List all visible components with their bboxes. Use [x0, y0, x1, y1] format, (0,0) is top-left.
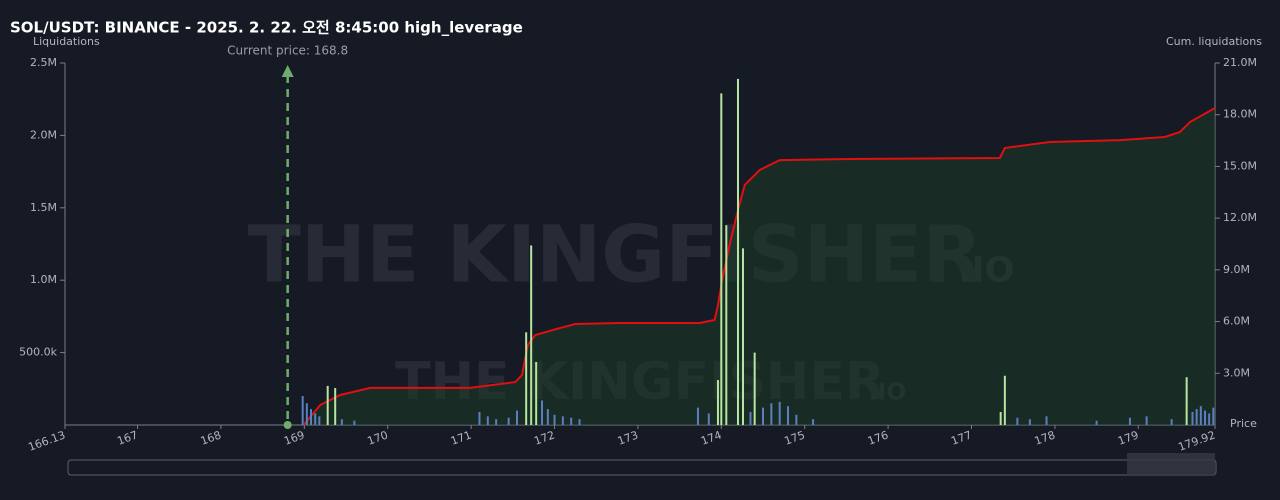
- liquidation-bar: [353, 420, 356, 425]
- y2-tick-label: 6.0M: [1223, 315, 1250, 328]
- scrollbar-handle[interactable]: [1127, 453, 1215, 476]
- liquidation-bar: [305, 403, 308, 425]
- liquidation-bar: [334, 388, 337, 425]
- liquidation-bar: [525, 332, 528, 425]
- liquidation-bar: [314, 413, 317, 425]
- y2-tick-label: 18.0M: [1223, 108, 1257, 121]
- y-tick-label: 500.0k: [19, 346, 57, 359]
- liquidation-bar: [1208, 413, 1211, 425]
- liquidation-bar: [486, 416, 489, 425]
- liquidation-bar: [1212, 407, 1215, 425]
- liquidation-bar: [1003, 375, 1006, 425]
- liquidation-bar: [1199, 406, 1202, 425]
- liquidation-bar: [340, 419, 343, 425]
- liquidation-bar: [507, 417, 510, 425]
- y-tick-label: 1.5M: [30, 201, 57, 214]
- liquidation-bar: [753, 352, 756, 425]
- liquidation-bar: [1170, 419, 1173, 425]
- current-price-arrow: [281, 65, 294, 77]
- liquidation-bar: [741, 248, 744, 425]
- y2-tick-label: 21.0M: [1223, 56, 1257, 69]
- liquidation-bar: [1145, 416, 1148, 425]
- chart-title: SOL/USDT: BINANCE - 2025. 2. 22. 오전 8:45…: [10, 19, 523, 37]
- y2-tick-label: 15.0M: [1223, 159, 1257, 172]
- x-axis-title: Price: [1230, 417, 1257, 430]
- liquidation-bar: [787, 406, 790, 425]
- liquidation-bar: [1028, 419, 1031, 425]
- y2-tick-label: 12.0M: [1223, 211, 1257, 224]
- liquidation-bar: [326, 385, 329, 425]
- liquidation-bar: [999, 411, 1002, 425]
- liquidation-bar: [1195, 409, 1198, 425]
- liquidation-bar: [812, 419, 815, 425]
- liquidation-bar: [310, 409, 313, 425]
- liquidation-bar: [1095, 420, 1098, 425]
- liquidation-bar: [578, 419, 581, 425]
- liquidation-bar: [1185, 377, 1188, 425]
- y-tick-label: 2.0M: [30, 128, 57, 141]
- y2-tick-label: 3.0M: [1223, 366, 1250, 379]
- liquidation-bar: [1191, 411, 1194, 425]
- y-tick-label: 2.5M: [30, 56, 57, 69]
- liquidation-bar: [541, 400, 544, 425]
- liquidation-bar: [1045, 416, 1048, 425]
- y-axis-title: Liquidations: [33, 35, 100, 48]
- liquidation-bar: [561, 416, 564, 425]
- liquidation-bar: [535, 362, 538, 425]
- liquidation-bar: [716, 380, 719, 425]
- liquidation-bar: [762, 407, 765, 425]
- y2-axis-title: Cum. liquidations: [1166, 35, 1262, 48]
- liquidation-bar: [795, 414, 798, 425]
- liquidation-bar: [530, 245, 533, 425]
- y-tick-label: 1.0M: [30, 273, 57, 286]
- cum-line: [302, 107, 1216, 426]
- liquidation-bar: [1128, 417, 1131, 425]
- liquidation-bar: [546, 409, 549, 425]
- liquidation-bar: [478, 411, 481, 425]
- liquidation-bar: [515, 410, 518, 425]
- liquidation-bar: [778, 401, 781, 425]
- liquidation-bar: [736, 78, 739, 425]
- liquidation-bar: [318, 416, 321, 425]
- y2-tick-label: 9.0M: [1223, 263, 1250, 276]
- liquidation-bar: [495, 419, 498, 425]
- liquidation-bar: [1016, 417, 1019, 425]
- scrollbar[interactable]: [67, 459, 1217, 476]
- liquidation-bar: [301, 396, 304, 425]
- current-price-dot: [283, 421, 292, 429]
- liquidation-bar: [696, 407, 699, 425]
- liquidation-bar: [770, 403, 773, 425]
- liquidation-bar: [749, 411, 752, 425]
- liquidation-bar: [570, 417, 573, 425]
- liquidation-bar: [725, 225, 728, 425]
- liquidation-bar: [553, 414, 556, 425]
- current-price-label: Current price: 168.8: [227, 44, 348, 58]
- liquidation-bar: [707, 413, 710, 425]
- liquidation-bar: [1203, 410, 1206, 425]
- liquidation-bar: [720, 93, 723, 426]
